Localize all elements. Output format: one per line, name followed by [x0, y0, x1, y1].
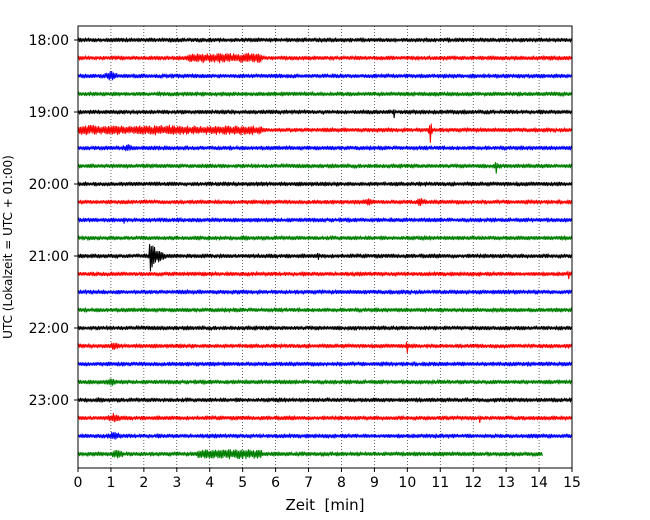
x-tick-label: 7	[304, 475, 313, 491]
y-tick-label: 18:00	[29, 33, 69, 49]
seismic-trace	[77, 431, 573, 440]
y-tick-label: 19:00	[29, 105, 69, 121]
seismic-trace	[77, 181, 573, 187]
seismic-trace	[77, 397, 573, 403]
x-tick-label: 0	[74, 475, 83, 491]
x-tick-label: 8	[337, 475, 346, 491]
seismic-trace	[77, 307, 573, 313]
x-tick-label: 14	[530, 475, 548, 491]
x-tick-label: 4	[205, 475, 214, 491]
seismic-trace	[77, 162, 573, 174]
x-axis-label: Zeit [min]	[285, 496, 364, 514]
seismic-trace	[77, 197, 573, 207]
seismic-trace	[77, 341, 573, 354]
trace-group	[77, 37, 573, 460]
seismic-trace	[77, 37, 573, 43]
x-tick-label: 12	[464, 475, 482, 491]
seismic-trace	[77, 325, 573, 331]
y-tick-label: 22:00	[29, 321, 69, 337]
x-tick-label: 9	[370, 475, 379, 491]
x-tick-label: 3	[172, 475, 181, 491]
y-tick-label: 20:00	[29, 177, 69, 193]
seismic-trace	[77, 217, 573, 224]
x-tick-label: 11	[431, 475, 449, 491]
seismic-trace	[77, 235, 573, 241]
seismic-trace	[77, 91, 573, 97]
seismic-trace	[77, 412, 573, 424]
x-tick-label: 6	[271, 475, 280, 491]
plot-frame	[77, 25, 573, 469]
y-tick-label: 21:00	[29, 249, 69, 265]
x-tick-label: 5	[238, 475, 247, 491]
x-tick-label: 15	[563, 475, 581, 491]
plot-background	[78, 26, 572, 468]
seismic-trace	[77, 109, 573, 119]
y-axis: 18:00 19:00 20:00 21:00 22:00 23:00	[29, 33, 78, 409]
y-tick-label: 23:00	[29, 393, 69, 409]
seismic-trace	[77, 144, 573, 152]
seismic-trace	[77, 243, 573, 272]
x-tick-label: 2	[139, 475, 148, 491]
seismic-trace	[77, 52, 573, 64]
x-tick-label: 1	[106, 475, 115, 491]
y-axis-label: UTC (Lokalzeit = UTC + 01:00)	[1, 155, 15, 339]
x-tick-label: 10	[398, 475, 416, 491]
x-axis: 0 1 2 3 4 5 6 7 8 9 10 11 12 13 14 15	[74, 468, 581, 491]
seismic-trace	[77, 378, 573, 386]
seismic-trace	[77, 449, 543, 460]
seismic-trace	[77, 289, 573, 295]
seismic-trace	[77, 361, 573, 367]
x-tick-label: 13	[497, 475, 515, 491]
seismic-trace	[77, 270, 573, 280]
seismic-trace	[77, 123, 573, 143]
seismic-trace	[77, 71, 573, 81]
